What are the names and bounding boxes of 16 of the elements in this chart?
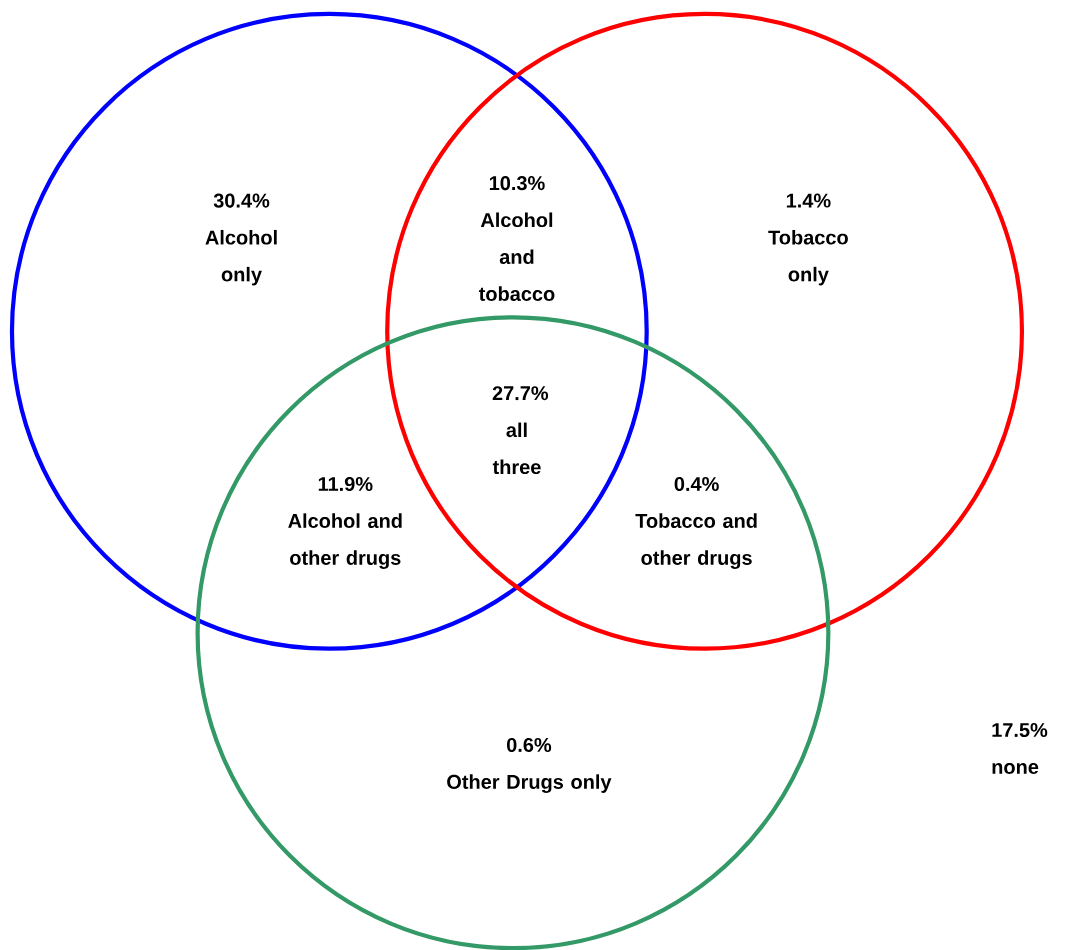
category-label: Tobacco and other drugs — [635, 513, 757, 569]
data-label: 11.9% — [318, 476, 373, 491]
category-label: Alcohol only — [205, 229, 277, 286]
category-label: Alcohol and tobacco — [478, 212, 555, 301]
data-label: 10.3% — [489, 175, 545, 191]
data-label: 0.4% — [674, 476, 719, 491]
category-label: Other Drugs only — [447, 774, 612, 793]
category-label: Alcohol and other drugs — [288, 513, 402, 569]
category-label: all three — [492, 422, 541, 475]
data-label: 1.4% — [786, 193, 831, 208]
data-label: 27.7% — [492, 386, 549, 401]
category-label: Tobacco only — [768, 229, 848, 286]
data-label: 0.6% — [506, 737, 552, 752]
data-label: 17.5% — [992, 722, 1048, 737]
category-label: none — [992, 762, 1039, 774]
data-label: 30.4% — [213, 193, 270, 208]
